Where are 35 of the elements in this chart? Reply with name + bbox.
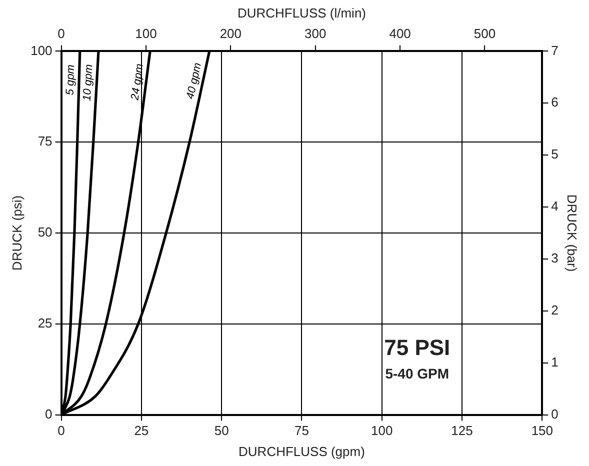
text: 40 gpm — [184, 62, 204, 100]
x2-tick-label: 0 — [58, 26, 65, 41]
x-tick-label: 25 — [134, 423, 149, 438]
y2-tick-label: 0 — [551, 406, 558, 422]
x2-tick-label: 200 — [220, 26, 242, 41]
y-tick-label: 0 — [45, 406, 52, 422]
y-tick-label: 100 — [30, 42, 52, 58]
x-axis-title: DURCHFLUSS (gpm) — [238, 444, 365, 459]
y2-axis-title: DRUCK (bar) — [564, 194, 580, 272]
annotation: 75 PSI — [384, 334, 450, 360]
y2-tick-label: 6 — [551, 94, 558, 110]
x2-tick-label: 400 — [389, 26, 411, 41]
x-tick-label: 0 — [58, 423, 65, 438]
y-tick-label: 50 — [38, 224, 52, 240]
x-tick-label: 75 — [294, 423, 309, 438]
y-axis-title: DRUCK (psi) — [9, 195, 24, 271]
y-tick-label: 25 — [38, 315, 52, 330]
text: 5 gpm — [64, 64, 78, 96]
x2-tick-label: 100 — [135, 26, 157, 41]
y2-tick-label: 1 — [551, 354, 558, 370]
x2-axis-title: DURCHFLUSS (l/min) — [237, 5, 366, 20]
y2-tick-label: 3 — [551, 250, 558, 266]
x-tick-label: 50 — [214, 423, 229, 438]
x-tick-label: 150 — [531, 423, 554, 438]
x-tick-label: 125 — [451, 423, 473, 438]
y2-tick-label: 7 — [551, 42, 558, 58]
y2-tick-label: 2 — [551, 302, 558, 318]
annotation: 5-40 GPM — [385, 366, 450, 382]
x2-tick-label: 500 — [474, 26, 496, 41]
y2-tick-label: 4 — [551, 198, 558, 214]
text: 10 gpm — [81, 64, 96, 102]
y-tick-label: 75 — [38, 134, 52, 149]
x-tick-label: 100 — [371, 423, 393, 438]
y2-tick-label: 5 — [551, 146, 558, 162]
x2-tick-label: 300 — [304, 26, 326, 41]
